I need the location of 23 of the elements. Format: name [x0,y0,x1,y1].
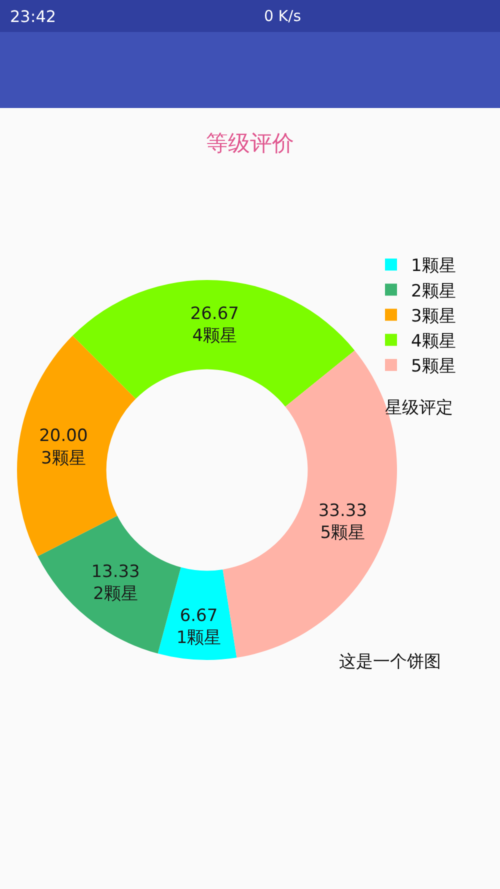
legend-label: 4颗星 [411,331,456,352]
legend-title: 星级评定 [385,398,453,418]
chart-title: 等级评价 [206,132,294,157]
donut-slice [72,280,355,407]
text: 这是一个饼图 [339,652,441,672]
text: 0 K/s [264,7,302,25]
slice-label: 3颗星 [41,448,86,468]
legend-label: 2颗星 [411,281,456,302]
slice-label: 2颗星 [93,584,138,604]
data-label: 33.33 [318,501,368,522]
data-label: 13.33 [91,562,140,582]
legend-label: 1颗星 [411,256,456,276]
legend-label: 3颗星 [411,306,456,326]
slice-label: 5颗星 [320,523,366,544]
legend-label: 5颗星 [411,356,456,377]
text: 23:42 [10,7,56,26]
slice-label: 4颗星 [192,326,238,346]
donut-slice [158,567,237,660]
donut-slice [17,336,136,556]
data-label: 20.00 [39,426,88,446]
data-label: 6.67 [180,606,218,626]
slice-label: 1颗星 [176,628,222,648]
data-label: 26.67 [190,304,239,324]
